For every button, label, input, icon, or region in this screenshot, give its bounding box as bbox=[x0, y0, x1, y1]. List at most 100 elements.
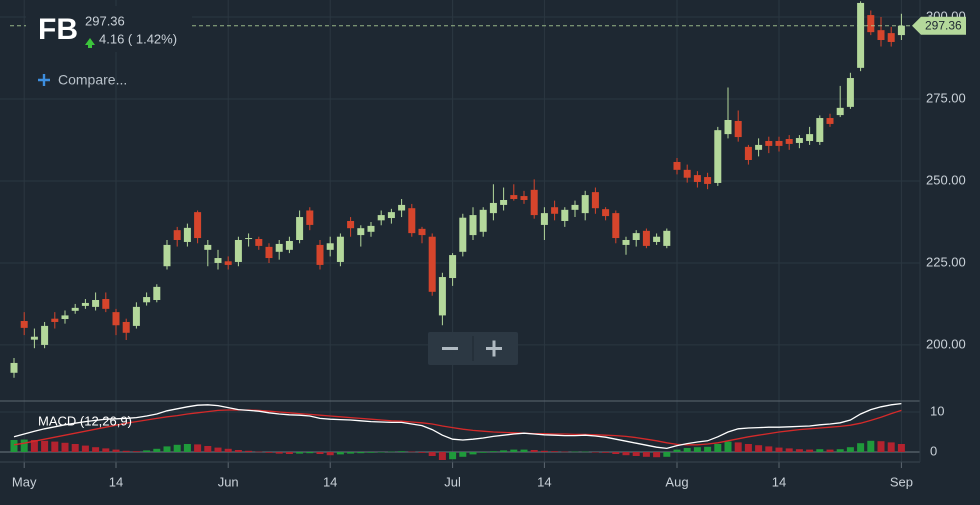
histogram-bar bbox=[642, 452, 650, 457]
histogram-bar bbox=[857, 443, 865, 452]
candle-body bbox=[897, 25, 905, 36]
compare-label[interactable]: Compare... bbox=[58, 72, 127, 88]
candle-body bbox=[51, 318, 59, 322]
histogram-bar bbox=[306, 452, 314, 454]
histogram-bar bbox=[61, 442, 69, 452]
candle-body bbox=[561, 209, 569, 221]
histogram-bar bbox=[479, 452, 487, 453]
price-change: 4.16 ( 1.42%) bbox=[99, 31, 177, 46]
histogram-bar bbox=[275, 452, 283, 454]
histogram-bar bbox=[265, 452, 273, 453]
candle-body bbox=[234, 240, 242, 262]
candle-body bbox=[163, 244, 171, 267]
y-tick-label: 10 bbox=[930, 403, 944, 418]
candle-body bbox=[887, 33, 895, 42]
histogram-bar bbox=[81, 445, 89, 452]
histogram-bar bbox=[469, 452, 477, 455]
candle-body bbox=[306, 210, 314, 225]
candle-body bbox=[112, 312, 120, 326]
candle-body bbox=[30, 336, 38, 340]
histogram-bar bbox=[316, 452, 324, 454]
histogram-bar bbox=[20, 439, 28, 452]
candle-body bbox=[755, 144, 763, 150]
price: 297.36 bbox=[85, 13, 125, 28]
candle-body bbox=[326, 243, 334, 250]
histogram-bar bbox=[724, 441, 732, 452]
candle-body bbox=[867, 15, 875, 33]
candle-body bbox=[204, 244, 212, 250]
candle-body bbox=[479, 209, 487, 232]
histogram-bar bbox=[795, 449, 803, 452]
histogram-bar bbox=[214, 447, 222, 452]
candle-body bbox=[275, 243, 283, 252]
candle-body bbox=[500, 200, 508, 205]
candle-body bbox=[132, 306, 140, 326]
candle-body bbox=[489, 202, 497, 214]
histogram-bar bbox=[704, 446, 712, 452]
y-tick-label: 0 bbox=[930, 443, 937, 458]
histogram-bar bbox=[245, 450, 253, 452]
histogram-bar bbox=[826, 449, 834, 452]
histogram-bar bbox=[92, 447, 100, 452]
candle-body bbox=[194, 212, 202, 239]
histogram-bar bbox=[510, 449, 518, 452]
candle-body bbox=[10, 362, 18, 373]
x-tick-label: Jul bbox=[444, 474, 461, 489]
histogram-bar bbox=[173, 444, 181, 452]
x-tick-label: Jun bbox=[218, 474, 239, 489]
histogram-bar bbox=[30, 440, 38, 452]
histogram-bar bbox=[41, 440, 49, 452]
histogram-bar bbox=[183, 444, 191, 452]
candle-body bbox=[795, 138, 803, 143]
candle-body bbox=[846, 78, 854, 107]
candle-body bbox=[510, 195, 518, 200]
histogram-bar bbox=[622, 452, 630, 456]
candle-body bbox=[459, 217, 467, 252]
candle-body bbox=[816, 118, 824, 142]
candle-body bbox=[418, 228, 426, 236]
last-price-tag bbox=[912, 16, 966, 35]
histogram-bar bbox=[632, 452, 640, 456]
histogram-bar bbox=[744, 444, 752, 452]
candle-body bbox=[663, 230, 671, 246]
candle-body bbox=[612, 213, 620, 239]
histogram-bar bbox=[887, 442, 895, 452]
candle-body bbox=[775, 140, 783, 146]
macd-line bbox=[13, 402, 902, 450]
up-arrow bbox=[85, 38, 95, 48]
candle-body bbox=[857, 2, 865, 68]
compare-button[interactable]: Compare... bbox=[38, 72, 127, 88]
candle-body bbox=[92, 300, 100, 307]
candle-body bbox=[877, 30, 885, 40]
candle-body bbox=[336, 236, 344, 262]
zoom-in-button[interactable] bbox=[486, 340, 502, 357]
candle-body bbox=[581, 195, 589, 214]
histogram-bar bbox=[806, 449, 814, 452]
candle-body bbox=[153, 286, 161, 300]
candle-body bbox=[61, 315, 69, 320]
candle-body bbox=[428, 236, 436, 292]
candle-body bbox=[449, 255, 457, 279]
candle-body bbox=[734, 120, 742, 138]
histogram-bar bbox=[285, 452, 293, 454]
candle-body bbox=[81, 302, 89, 306]
y-tick-label: 200.00 bbox=[926, 336, 966, 351]
candle-body bbox=[602, 209, 610, 217]
histogram-bar bbox=[234, 450, 242, 452]
candle-body bbox=[316, 244, 324, 265]
symbol: FB bbox=[38, 13, 78, 46]
x-tick-label: 14 bbox=[109, 474, 123, 489]
candle-body bbox=[765, 140, 773, 146]
candle-body bbox=[724, 120, 732, 135]
candle-body bbox=[673, 161, 681, 170]
histogram-bar bbox=[255, 451, 263, 453]
candle-body bbox=[632, 233, 640, 240]
histogram-bar bbox=[785, 448, 793, 452]
histogram-bar bbox=[102, 448, 110, 452]
histogram-bar bbox=[581, 451, 589, 453]
histogram-bar bbox=[408, 451, 416, 453]
candle-body bbox=[20, 320, 28, 328]
histogram-bar bbox=[693, 447, 701, 452]
candle-body bbox=[296, 217, 304, 240]
